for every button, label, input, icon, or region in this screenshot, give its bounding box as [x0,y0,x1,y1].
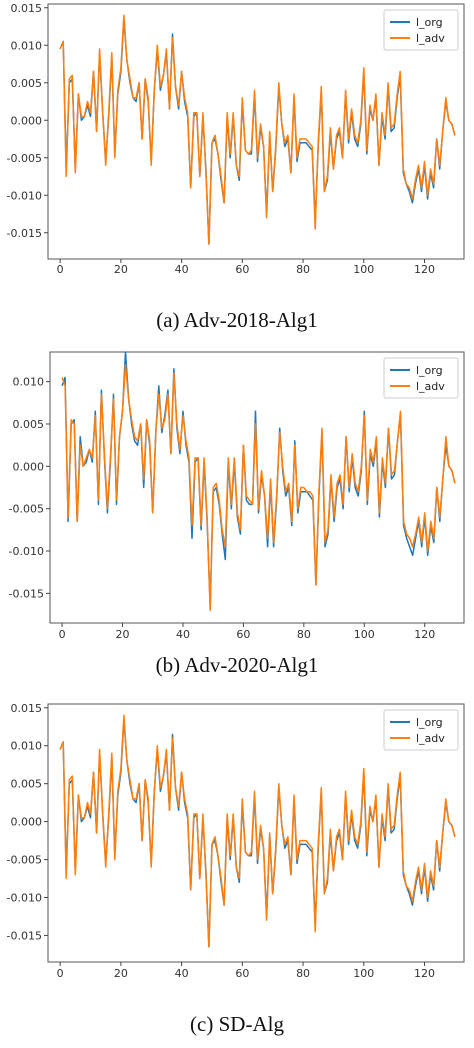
y-tick-label: 0.005 [13,418,45,431]
y-tick-label: -0.005 [7,152,42,165]
x-tick-label: 60 [235,263,249,276]
series-line-l-adv [59,714,456,948]
x-tick-label: 100 [353,263,374,276]
x-tick-label: 20 [116,628,130,641]
x-tick-label: 40 [175,263,189,276]
legend-label: l_org [416,16,443,29]
y-tick-label: 0.000 [11,816,43,829]
x-tick-label: 80 [296,263,310,276]
x-tick-label: 40 [175,967,189,980]
legend-label: l_org [416,364,443,377]
legend: l_org l_adv [383,709,459,751]
chart-c: -0.015 -0.010 -0.005 0.000 0.005 0.010 0.015 0 2… [7,702,465,980]
legend-label: l_org [416,716,443,729]
y-tick-label: -0.005 [9,503,44,516]
legend: l_org l_adv [383,357,459,399]
y-tick-label: 0.015 [11,2,43,15]
y-tick-label: -0.010 [7,189,42,202]
y-tick-label: -0.010 [7,892,42,905]
x-tick-label: 120 [414,628,435,641]
legend-label: l_adv [416,380,445,393]
legend-box [383,9,459,51]
x-tick-label: 120 [414,263,435,276]
x-tick-label: 0 [57,263,64,276]
y-tick-label: 0.015 [11,702,43,715]
y-tick-label: 0.010 [11,740,43,753]
chart-a: -0.015 -0.010 -0.005 0.000 0.005 0.010 0.015 0 2… [7,2,465,276]
y-tick-label: 0.000 [13,460,45,473]
caption-c: (c) SD-Alg [190,1012,284,1036]
y-tick-label: -0.005 [7,854,42,867]
x-tick-label: 60 [236,628,250,641]
x-tick-label: 0 [57,967,64,980]
x-tick-label: 0 [59,628,66,641]
y-tick-label: -0.015 [7,227,42,240]
y-tick-label: 0.005 [11,778,43,791]
x-tick-label: 80 [296,967,310,980]
x-tick-label: 20 [114,967,128,980]
caption-a: (a) Adv-2018-Alg1 [156,308,318,332]
y-tick-label: 0.010 [13,376,45,389]
x-tick-label: 40 [176,628,190,641]
y-tick-label: -0.015 [9,587,44,600]
x-tick-label: 100 [354,628,375,641]
figure-a: -0.015 -0.010 -0.005 0.000 0.005 0.010 0.015 0 2… [0,0,474,345]
chart-b: -0.015 -0.010 -0.005 0.000 0.005 0.010 0 20 40 60… [9,351,465,641]
y-tick-label: 0.005 [11,77,43,90]
legend-label: l_adv [416,32,445,45]
y-tick-label: 0.000 [11,114,43,127]
x-tick-label: 100 [353,967,374,980]
x-tick-label: 60 [235,967,249,980]
legend-label: l_adv [416,732,445,745]
legend-box [383,357,459,399]
y-tick-label: 0.010 [11,39,43,52]
caption-b: (b) Adv-2020-Alg1 [155,653,319,677]
x-tick-label: 80 [297,628,311,641]
series-line-l-adv [61,363,456,612]
legend: l_org l_adv [383,9,459,51]
series-line-l-adv [59,14,456,245]
figure-b: -0.015 -0.010 -0.005 0.000 0.005 0.010 0 20 40 60… [0,348,474,688]
x-tick-label: 20 [114,263,128,276]
x-tick-label: 120 [414,967,435,980]
figure-c: -0.015 -0.010 -0.005 0.000 0.005 0.010 0.015 0 2… [0,694,474,1048]
y-tick-label: -0.015 [7,929,42,942]
y-tick-label: -0.010 [9,545,44,558]
legend-box [383,709,459,751]
